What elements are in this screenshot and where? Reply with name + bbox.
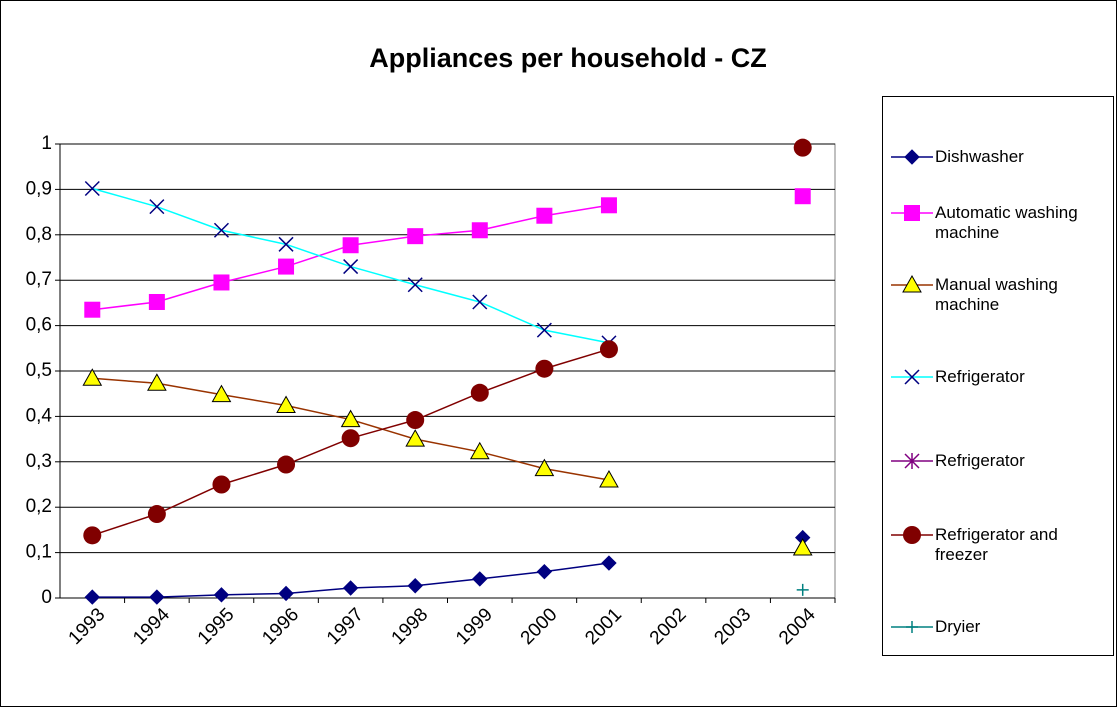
marker [148,293,165,310]
legend-entry: Manual washing machine [889,275,1107,315]
marker [342,237,359,254]
marker [84,180,100,197]
legend-label: Refrigerator [935,451,1025,470]
marker [793,138,812,157]
marker [277,455,296,474]
marker [83,526,102,545]
legend-label: Refrigerator and freezer [935,525,1058,564]
legend-label: Manual washing machine [935,275,1058,314]
marker [84,589,100,605]
marker [904,453,920,469]
legend-swatch [891,621,933,633]
marker [82,368,103,386]
legend-swatch [891,526,933,544]
marker [213,274,230,291]
marker [904,149,920,165]
legend-entry: Dryier [889,617,1107,637]
legend: Dishwasher Automatic washing machine Manua… [882,96,1114,656]
y-tick-label: 0,6 [26,315,52,336]
marker [213,222,229,238]
marker [902,275,922,293]
marker [472,294,488,310]
y-tick-label: 0,8 [26,224,52,245]
marker [904,369,920,385]
marker [343,259,359,275]
legend-label: Dishwasher [935,147,1024,166]
y-tick-label: 0 [41,587,52,608]
legend-label: Automatic washing machine [935,203,1078,242]
marker [147,373,167,391]
legend-swatch [891,369,933,385]
marker [903,526,921,544]
marker [469,441,490,460]
marker [211,384,232,403]
legend-swatch [891,275,933,293]
marker [278,258,295,275]
y-tick-label: 0,4 [26,405,53,426]
legend-swatch [891,149,933,165]
marker [906,621,918,633]
y-tick-label: 0,2 [26,496,52,517]
marker [535,359,554,378]
marker [405,429,426,447]
legend-swatch [891,205,933,221]
legend-swatch [891,453,933,469]
y-tick-label: 0,1 [26,542,52,563]
legend-entry: Refrigerator [889,367,1107,387]
marker [340,409,361,428]
marker [149,199,165,215]
marker [407,578,423,594]
y-tick-label: 0,7 [26,269,52,290]
legend-entry: Dishwasher [889,147,1107,167]
marker [147,505,166,524]
marker [212,475,231,494]
legend-label: Refrigerator [935,367,1025,386]
marker [794,188,811,205]
y-tick-label: 0,5 [26,360,52,381]
y-tick-label: 0,3 [26,451,52,472]
marker [278,585,294,602]
y-tick-label: 0,9 [26,178,52,199]
marker [536,322,552,338]
marker [472,571,488,587]
marker [276,395,296,414]
legend-entry: Automatic washing machine [889,203,1107,243]
legend-entry: Refrigerator [889,451,1107,471]
marker [536,563,553,580]
marker [278,236,294,252]
marker [341,429,360,448]
marker [84,301,101,318]
legend-label: Dryier [935,617,981,636]
marker [470,383,489,402]
marker [792,538,813,556]
legend-entry: Refrigerator and freezer [889,525,1107,565]
marker [904,205,920,221]
marker [471,222,488,239]
marker [601,555,617,571]
chart-title: Appliances per household - CZ [369,43,767,73]
marker [599,340,618,359]
marker [600,197,617,214]
marker [406,411,425,430]
marker [534,458,555,477]
marker [149,589,165,605]
y-tick-label: 1 [41,133,52,154]
marker [342,580,359,596]
marker [536,207,553,224]
marker [407,277,423,293]
marker [213,587,230,603]
marker [599,469,619,488]
marker [796,583,809,596]
marker [407,228,424,245]
